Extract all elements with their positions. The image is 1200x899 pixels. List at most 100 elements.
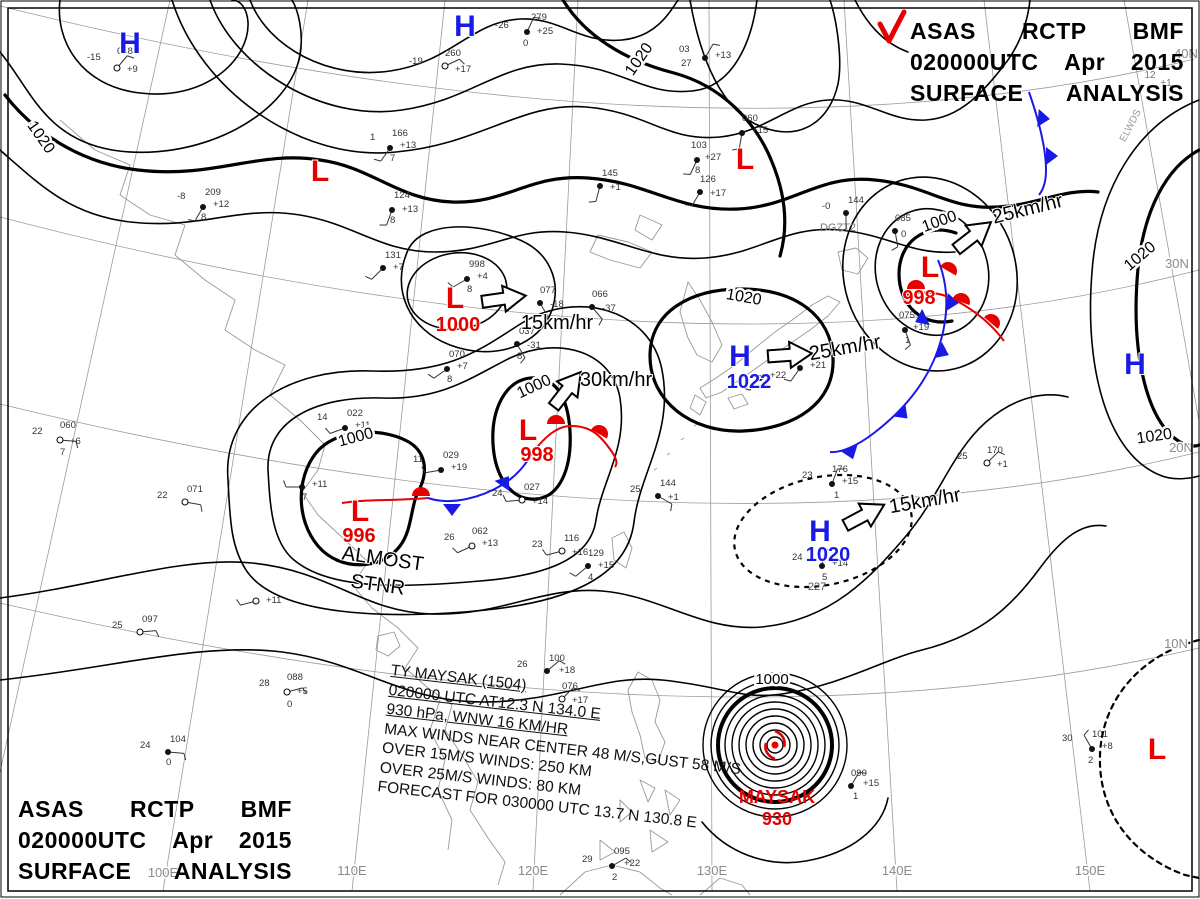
graticule-line [162, 0, 309, 892]
station-marker [558, 547, 566, 555]
warm-front-symbol [907, 280, 925, 289]
title-line: 020000UTC Apr 2015 [18, 825, 292, 856]
station-value: 7 [302, 492, 307, 503]
title-word: 020000UTC [18, 827, 147, 853]
pressure-center-high: H [809, 515, 831, 548]
station-marker [702, 55, 708, 61]
isobar-path [897, 228, 958, 324]
title-word: ANALYSIS [173, 858, 292, 884]
station-marker [544, 668, 550, 674]
coastline [589, 234, 653, 269]
station-value: +14 [532, 496, 548, 507]
station-wind-barb [373, 158, 381, 162]
annotation-label: 25km/hr [990, 190, 1066, 229]
station-value: 22 [157, 490, 168, 501]
station-value: 027 [524, 482, 540, 493]
title-word: 2015 [1130, 49, 1184, 75]
station-marker [56, 436, 64, 444]
station-value: 26 [444, 532, 455, 543]
station-value: 129 [588, 548, 604, 559]
station-value: +18 [559, 665, 575, 676]
cold-front-symbol [934, 341, 949, 359]
pressure-center-low: L [311, 155, 329, 188]
station-value: 029 [443, 450, 459, 461]
station-value: 29 [582, 854, 593, 865]
station-marker [283, 688, 291, 696]
graticule-line [532, 0, 579, 892]
blue-front-line [829, 259, 948, 454]
typhoon-ring [731, 701, 819, 789]
station-value: 8 [447, 374, 452, 385]
station-wind-barb [325, 427, 331, 434]
isobar-path [226, 305, 666, 616]
grid-coordinate-label: 20N [1169, 440, 1193, 455]
station-id-label: +1 [1160, 78, 1172, 89]
title-word: 020000UTC [910, 49, 1039, 75]
station-wind-barb [569, 572, 576, 577]
station-marker [843, 210, 849, 216]
station-marker [609, 863, 615, 869]
station-marker [589, 304, 595, 310]
isobar-ellipse [841, 176, 1019, 372]
station-marker [797, 365, 803, 371]
station-wind-barb [559, 660, 566, 665]
station-value: 076 [562, 681, 578, 692]
station-value: 03 [679, 44, 690, 55]
station-marker [444, 366, 450, 372]
station-value: 0 [901, 229, 906, 240]
station-value: 25 [957, 451, 968, 462]
annotation-label: 30km/hr [580, 369, 653, 391]
station-value: 7 [60, 447, 65, 458]
station-value: +13 [715, 50, 731, 61]
typhoon-ring-thick [716, 686, 834, 804]
station-value: +4 [477, 271, 488, 282]
cold-front-symbol [494, 476, 510, 492]
grid-coordinate-label: 120E [518, 863, 549, 878]
station-wind-barb [685, 204, 693, 207]
station-marker [537, 300, 543, 306]
isobar-path [491, 376, 572, 501]
station-value: 27 [681, 58, 692, 69]
isobar-path [171, 0, 1031, 154]
station-value: 22 [32, 426, 43, 437]
station-wind-barb [839, 228, 847, 232]
station-value: 103 [691, 140, 707, 151]
cold-front-symbol [840, 444, 858, 460]
cold-front-symbol [946, 293, 959, 311]
station-marker [829, 481, 835, 487]
station-wind-barb [783, 378, 791, 382]
station-value: 022 [347, 408, 363, 419]
station-value: 075 [899, 310, 915, 321]
station-value: 279 [531, 12, 547, 23]
coastline [679, 281, 723, 363]
coastline [559, 864, 751, 896]
movement-arrow-icon [766, 340, 814, 370]
station-wind-barb [542, 549, 547, 556]
isobar-path [58, 0, 249, 95]
station-value: 144 [848, 195, 864, 206]
coastline [627, 671, 666, 763]
pressure-center-high: H [729, 340, 751, 373]
station-wind-barb [127, 55, 135, 59]
station-wind-barb [502, 494, 507, 502]
isobar-value-label: 1000 [755, 671, 788, 688]
pressure-center-high: H [1124, 348, 1146, 381]
station-id-label: 12 [1144, 70, 1156, 81]
grid-coordinate-label: 30N [1165, 256, 1189, 271]
station-value: 1 [853, 791, 858, 802]
station-wind-barb [1083, 729, 1089, 736]
typhoon-pressure-label: 930 [762, 809, 792, 829]
station-value: +12 [213, 199, 229, 210]
station-value: 145 [602, 168, 618, 179]
isobar-path [648, 287, 835, 433]
isobar-path [561, 0, 787, 258]
station-marker [655, 493, 661, 499]
station-value: +13 [482, 538, 498, 549]
typhoon-ring [759, 729, 791, 761]
station-wind-barb [155, 630, 160, 638]
title-word: Apr [1064, 49, 1106, 75]
typhoon-ring [766, 736, 784, 754]
annotation-label: 15km/hr [887, 484, 962, 518]
grid-coordinate-label: 140E [882, 863, 913, 878]
station-wind-barb [365, 275, 372, 280]
